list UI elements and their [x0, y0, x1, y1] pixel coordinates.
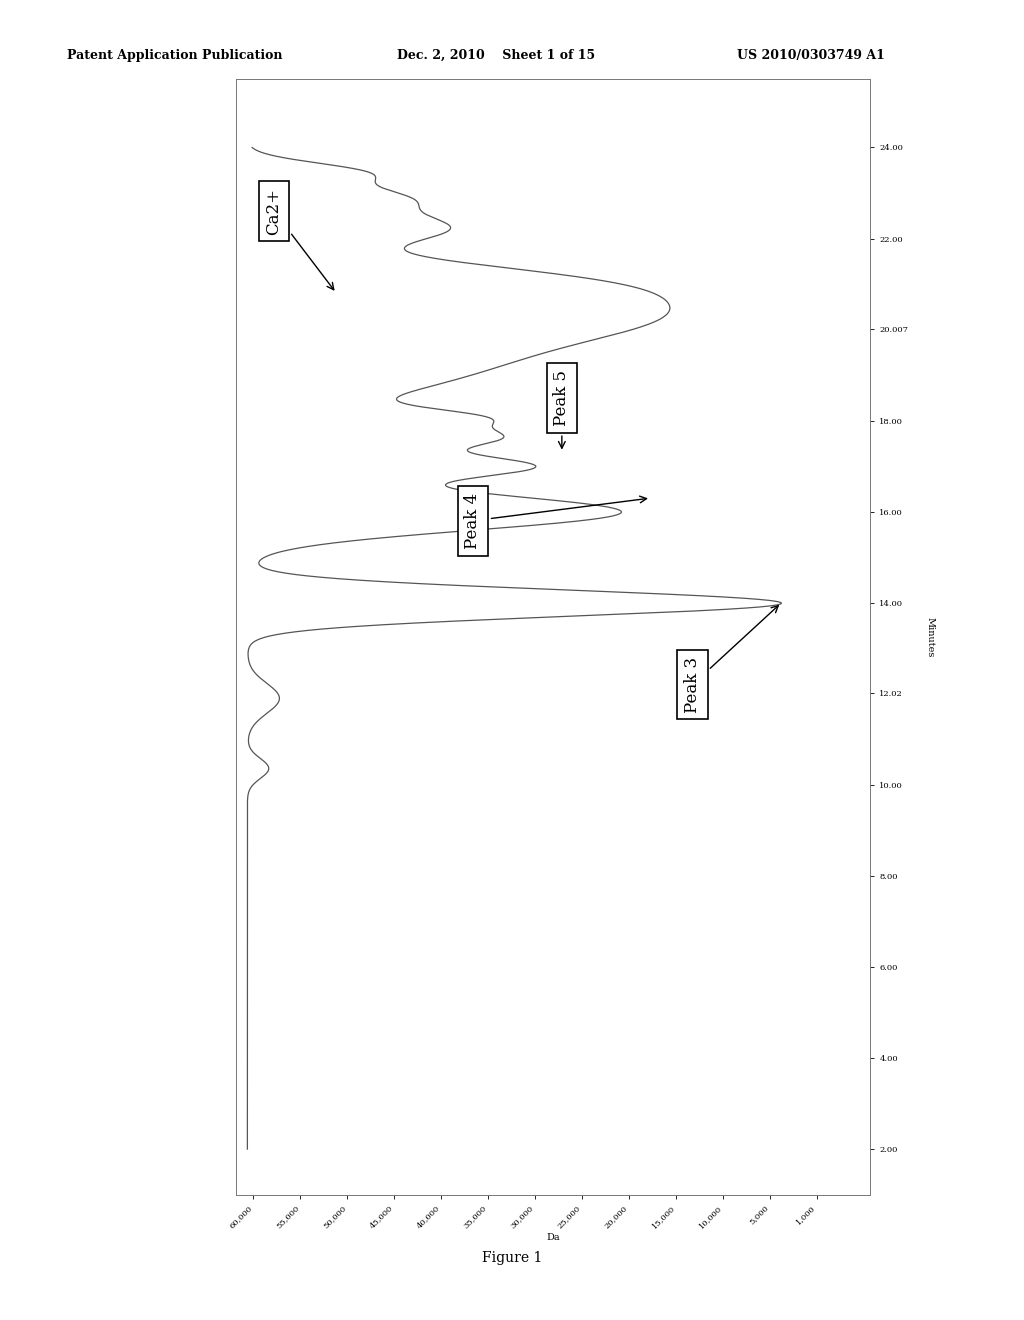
Y-axis label: Minutes: Minutes — [925, 616, 934, 657]
Text: Ca2+: Ca2+ — [265, 187, 334, 289]
Text: Dec. 2, 2010    Sheet 1 of 15: Dec. 2, 2010 Sheet 1 of 15 — [397, 49, 595, 62]
Text: US 2010/0303749 A1: US 2010/0303749 A1 — [737, 49, 885, 62]
X-axis label: Da: Da — [546, 1233, 560, 1242]
Text: Patent Application Publication: Patent Application Publication — [67, 49, 282, 62]
Text: Figure 1: Figure 1 — [482, 1251, 542, 1266]
Text: Peak 3: Peak 3 — [684, 606, 778, 713]
Text: Peak 4: Peak 4 — [464, 492, 646, 549]
Text: Peak 5: Peak 5 — [553, 370, 570, 449]
